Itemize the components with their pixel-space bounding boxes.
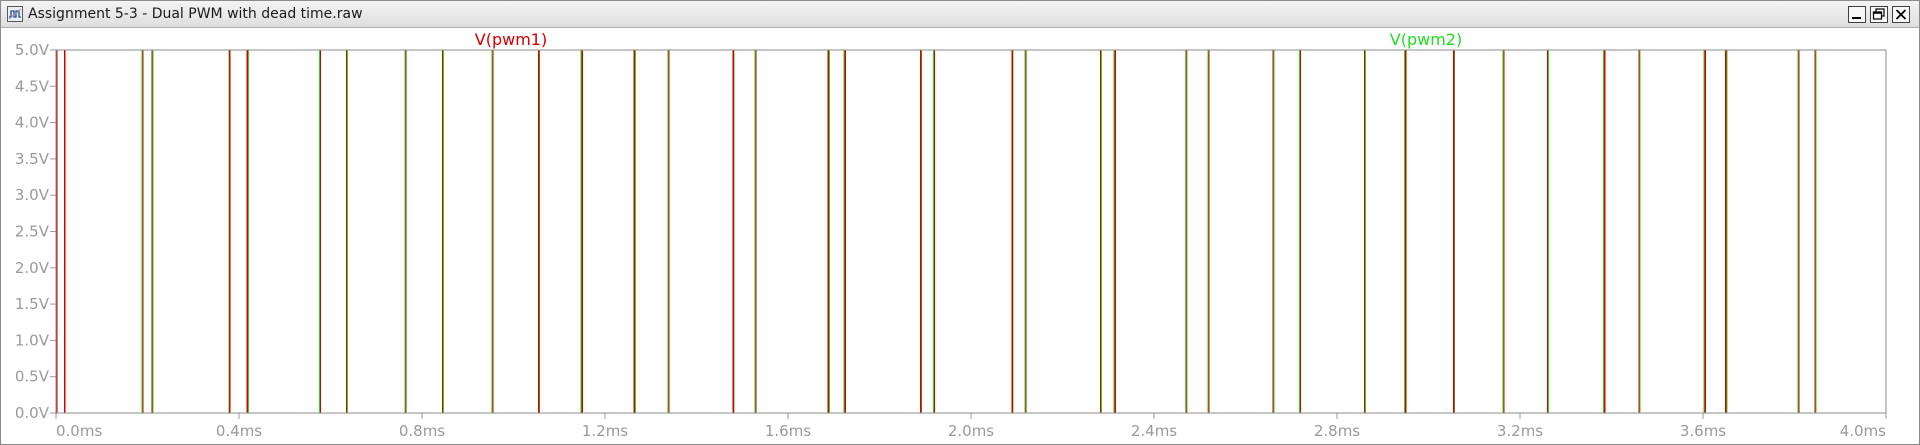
y-tick-label: 0.0V xyxy=(15,404,50,422)
y-tick-label: 5.0V xyxy=(15,41,50,59)
x-tick-label: 1.6ms xyxy=(765,422,811,440)
series-line-v-pwm1[interactable] xyxy=(56,49,1886,414)
traces xyxy=(55,49,1887,414)
window-title: Assignment 5-3 - Dual PWM with dead time… xyxy=(28,6,363,22)
x-tick-label: 2.4ms xyxy=(1131,422,1177,440)
x-tick-label: 1.2ms xyxy=(582,422,628,440)
y-tick-label: 2.5V xyxy=(15,223,50,241)
title-bar[interactable]: Assignment 5-3 - Dual PWM with dead time… xyxy=(1,1,1919,28)
y-tick-label: 3.0V xyxy=(15,186,50,204)
x-tick-label: 2.8ms xyxy=(1314,422,1360,440)
x-tick-label: 0.4ms xyxy=(216,422,262,440)
x-tick-label: 2.0ms xyxy=(948,422,994,440)
y-tick-label: 4.5V xyxy=(15,77,50,95)
close-button[interactable] xyxy=(1892,6,1910,23)
y-tick-label: 3.5V xyxy=(15,150,50,168)
plot-frame xyxy=(55,49,1887,414)
y-axis: 0.0V 0.5V 1.0V 1.5V 2.0V 2.5V 3.0V 3.5V 4.0V 4.5V… xyxy=(15,41,56,422)
x-axis: 0.0ms 0.4ms 0.8ms 1.2ms 1.6ms 2.0ms 2.4ms 2.8ms… xyxy=(55,413,1887,440)
legend-label-v-pwm1[interactable]: V(pwm1) xyxy=(475,30,547,49)
close-icon xyxy=(1895,9,1907,20)
y-tick-label: 4.0V xyxy=(15,114,50,132)
y-tick-label: 1.5V xyxy=(15,295,50,313)
x-tick-label: 4.0ms xyxy=(1840,422,1886,440)
legend: V(pwm1) V(pwm2) xyxy=(475,30,1462,49)
y-tick-label: 0.5V xyxy=(15,368,50,386)
minimize-icon xyxy=(1852,17,1861,19)
series-line-v-pwm2[interactable] xyxy=(55,49,1887,414)
waveform-viewer-icon[interactable] xyxy=(7,6,23,22)
maximize-icon xyxy=(1872,8,1885,20)
y-tick-label: 2.0V xyxy=(15,259,50,277)
maximize-button[interactable] xyxy=(1870,6,1888,23)
minimize-button[interactable] xyxy=(1848,6,1866,23)
legend-label-v-pwm2[interactable]: V(pwm2) xyxy=(1390,30,1462,49)
waveform-chart[interactable]: 0.0V 0.5V 1.0V 1.5V 2.0V 2.5V 3.0V 3.5V 4.0V 4.5V… xyxy=(1,28,1919,444)
x-tick-label: 3.2ms xyxy=(1497,422,1543,440)
x-tick-label: 0.0ms xyxy=(56,422,102,440)
plot-pane[interactable]: 0.0V 0.5V 1.0V 1.5V 2.0V 2.5V 3.0V 3.5V 4.0V 4.5V… xyxy=(1,28,1919,444)
y-tick-label: 1.0V xyxy=(15,331,50,349)
x-tick-label: 3.6ms xyxy=(1680,422,1726,440)
x-tick-label: 0.8ms xyxy=(399,422,445,440)
